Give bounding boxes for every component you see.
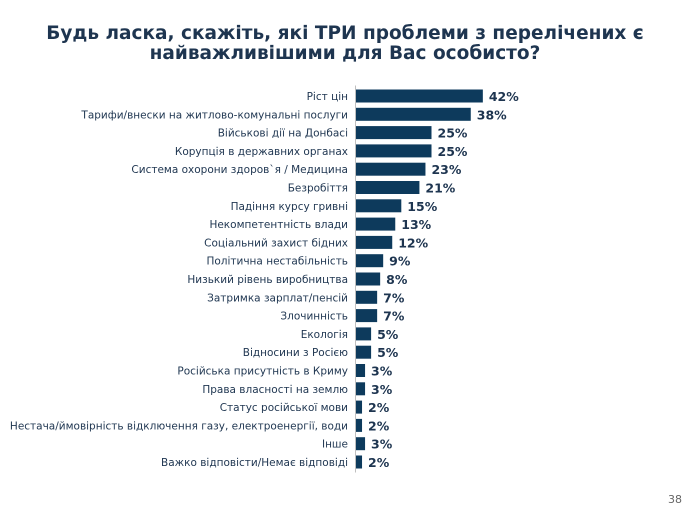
page-number: 38: [668, 493, 682, 506]
bar: [356, 126, 432, 140]
data-label: 2%: [368, 455, 390, 470]
data-label: 3%: [371, 382, 393, 397]
bar: [356, 309, 378, 323]
bar: [356, 418, 363, 432]
bar: [356, 400, 363, 414]
data-label: 8%: [386, 272, 408, 287]
category-label: Падіння курсу гривні: [231, 201, 348, 213]
category-label: Права власності на землю: [202, 384, 348, 396]
category-label: Ріст цін: [307, 91, 348, 103]
category-label: Нестача/ймовірність відключення газу, ел…: [10, 420, 348, 432]
category-label: Екологія: [301, 329, 348, 341]
bar: [356, 290, 378, 304]
title-line-2: найважливішими для Вас особисто?: [149, 43, 541, 64]
category-label: Система охорони здоров`я / Медицина: [131, 164, 348, 176]
data-label: 5%: [377, 345, 399, 360]
data-label: 7%: [383, 290, 405, 305]
bar: [356, 199, 402, 213]
category-label: Соціальний захист бідних: [204, 237, 348, 249]
bar: [356, 272, 381, 286]
data-label: 23%: [431, 162, 461, 177]
data-label: 15%: [407, 199, 437, 214]
category-label: Низький рівень виробництва: [187, 274, 348, 286]
category-label: Злочинність: [280, 311, 348, 323]
bar: [356, 107, 471, 121]
bar: [356, 217, 396, 231]
bar: [356, 382, 366, 396]
category-label: Безробіття: [288, 183, 348, 195]
category-label: Російська присутність в Криму: [177, 366, 348, 378]
bar: [356, 364, 366, 377]
data-label: 13%: [401, 217, 431, 232]
bar: [356, 345, 372, 359]
category-label: Статус російської мови: [220, 402, 348, 414]
data-label: 25%: [438, 144, 468, 159]
bar: [356, 254, 384, 268]
category-label: Важко відповісти/Немає відповіді: [161, 457, 348, 469]
category-label: Політична нестабільність: [206, 256, 348, 268]
category-label: Інше: [322, 439, 348, 451]
data-label: 5%: [377, 327, 399, 342]
data-label: 21%: [425, 181, 455, 196]
category-label: Корупція в державних органах: [175, 146, 348, 158]
bar: [356, 437, 366, 451]
data-label: 2%: [368, 400, 390, 415]
data-label: 2%: [368, 418, 390, 433]
category-label: Некомпетентність влади: [209, 219, 348, 231]
bar: [356, 327, 372, 341]
bar: [356, 162, 426, 176]
bar: [356, 89, 483, 103]
bar: [356, 235, 393, 249]
title-line-1: Будь ласка, скажіть, які ТРИ проблеми з …: [46, 23, 644, 44]
bar: [356, 181, 420, 194]
category-label: Затримка зарплат/пенсій: [207, 292, 348, 304]
data-label: 3%: [371, 364, 393, 379]
bar: [356, 144, 432, 158]
category-label: Відносини з Росією: [243, 347, 348, 359]
category-label: Військові дії на Донбасі: [218, 128, 348, 140]
data-label: 25%: [438, 126, 468, 141]
category-label: Тарифи/внески на житлово-комунальні посл…: [80, 109, 348, 121]
data-label: 9%: [389, 254, 411, 269]
data-label: 42%: [489, 89, 519, 104]
data-label: 7%: [383, 309, 405, 324]
data-label: 12%: [398, 235, 428, 250]
bar: [356, 455, 363, 469]
data-label: 38%: [477, 107, 507, 122]
chart-title: Будь ласка, скажіть, які ТРИ проблеми з …: [0, 24, 690, 64]
data-label: 3%: [371, 437, 393, 452]
